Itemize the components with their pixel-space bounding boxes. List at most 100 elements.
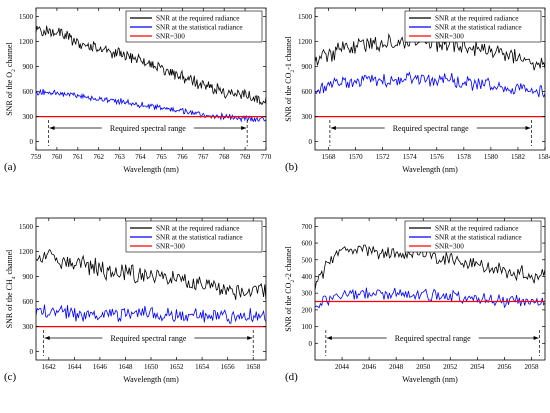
x-tick-label: 2050: [416, 363, 431, 371]
legend-label-2: SNR at the statistical radiance: [156, 234, 243, 242]
range-arrow-right-head: [533, 336, 539, 340]
y-tick-label: 200: [302, 306, 313, 314]
y-axis-label-tail: channel: [5, 249, 14, 277]
y-axis-label: SNR of the CH4 channel: [5, 249, 17, 329]
x-tick-label: 764: [135, 153, 146, 161]
range-arrow-left-head: [44, 336, 50, 340]
y-axis-label-tail: -1 channel: [284, 36, 293, 70]
series-line-1: [315, 244, 545, 290]
y-tick-label: 600: [302, 88, 313, 96]
x-tick-label: 760: [52, 153, 63, 161]
y-axis-label-subscript: 2: [290, 70, 296, 73]
y-axis-label-tail: channel: [5, 42, 14, 70]
panel-3: 1642 1644 1646 1648 1650 1652 1654 1656 1658 0 300…: [4, 217, 267, 384]
panel-label: (d): [285, 371, 298, 383]
x-tick-label: 759: [31, 153, 42, 161]
y-axis-label-main: SNR of the CH: [5, 279, 14, 328]
y-tick-label: 300: [302, 113, 313, 121]
x-tick-label: 1654: [195, 363, 210, 371]
x-tick-label: 761: [73, 153, 84, 161]
legend-label-3: SNR=300: [156, 243, 185, 251]
x-tick-label: 1578: [457, 153, 472, 161]
range-arrow-right-head: [247, 336, 253, 340]
x-tick-label: 1646: [93, 363, 108, 371]
x-tick-label: 2048: [389, 363, 404, 371]
x-tick-label: 766: [177, 153, 188, 161]
y-axis-label-subscript: 2: [290, 280, 296, 283]
y-tick-label: 700: [302, 223, 313, 231]
x-axis-label: Wavelength (nm): [123, 165, 179, 174]
x-tick-label: 2056: [497, 363, 512, 371]
series-line-2: [315, 287, 545, 309]
x-tick-label: 1576: [430, 153, 445, 161]
y-tick-label: 1200: [298, 38, 313, 46]
legend-label-1: SNR at the required radiance: [156, 15, 239, 23]
legend-label-2: SNR at the statistical radiance: [435, 234, 522, 242]
x-tick-label: 1580: [484, 153, 499, 161]
series-line-1: [36, 25, 266, 106]
y-tick-label: 1500: [298, 13, 313, 21]
x-tick-label: 1658: [246, 363, 261, 371]
x-tick-label: 1582: [511, 153, 526, 161]
x-axis-label: Wavelength (nm): [123, 375, 179, 384]
y-tick-label: 0: [30, 348, 34, 356]
y-tick-label: 600: [302, 240, 313, 248]
y-axis-label-tail: -2 channel: [284, 246, 293, 280]
legend-label-3: SNR=300: [435, 243, 464, 251]
y-tick-label: 100: [302, 323, 313, 331]
y-axis-label: SNR of the CO2-2 channel: [284, 246, 296, 332]
plot-frame: [314, 7, 546, 151]
series-line-1: [315, 33, 545, 71]
x-tick-label: 1652: [170, 363, 185, 371]
series-line-2: [36, 88, 266, 123]
y-tick-label: 600: [23, 88, 34, 96]
plot-area: [36, 25, 266, 123]
legend-label-2: SNR at the statistical radiance: [435, 24, 522, 32]
y-tick-label: 1500: [19, 223, 34, 231]
range-arrow-left-head: [330, 126, 336, 130]
x-tick-label: 2044: [335, 363, 350, 371]
y-axis-label-subscript: 4: [11, 276, 17, 279]
legend-box: [404, 220, 542, 253]
y-axis-label-main: SNR of the CO: [284, 72, 293, 121]
x-tick-label: 1642: [42, 363, 57, 371]
y-tick-label: 1200: [19, 248, 34, 256]
y-tick-label: 1200: [19, 38, 34, 46]
x-tick-label: 1644: [67, 363, 82, 371]
x-tick-label: 765: [156, 153, 167, 161]
legend-label-1: SNR at the required radiance: [435, 225, 518, 233]
y-axis-label-main: SNR of the CO: [284, 282, 293, 331]
y-axis-label-subscript: 2: [11, 69, 17, 72]
plot-area: [36, 249, 266, 328]
range-label: Required spectral range: [110, 124, 186, 133]
y-tick-label: 300: [23, 323, 34, 331]
x-tick-label: 1584: [538, 153, 550, 161]
x-tick-label: 2058: [524, 363, 539, 371]
y-tick-label: 900: [23, 273, 34, 281]
series-line-1: [36, 249, 266, 301]
series-line-2: [36, 304, 266, 324]
range-label: Required spectral range: [395, 334, 471, 343]
y-axis-label: SNR of the O2 channel: [5, 42, 17, 116]
legend-label-1: SNR at the required radiance: [435, 15, 518, 23]
y-tick-label: 300: [302, 290, 313, 298]
plot-frame: [314, 217, 546, 361]
series-line-2: [315, 71, 545, 98]
range-label: Required spectral range: [393, 124, 469, 133]
panel-1: 759 760 761 762 763 764 765 766 767 768 769 770 0 300…: [4, 7, 272, 174]
y-axis-label: SNR of the CO2-1 channel: [284, 36, 296, 122]
x-tick-label: 1572: [376, 153, 391, 161]
panel-label: (c): [4, 371, 17, 383]
legend-label-3: SNR=300: [156, 33, 185, 41]
plot-area: [315, 33, 545, 118]
y-axis-label-main: SNR of the O: [5, 72, 14, 116]
panel-4: 2044 2046 2048 2050 2052 2054 2056 2058 0 100 200 3…: [284, 217, 546, 384]
range-label: Required spectral range: [110, 334, 186, 343]
panel-label: (a): [4, 161, 17, 173]
y-tick-label: 0: [309, 138, 313, 146]
y-tick-label: 900: [302, 63, 313, 71]
